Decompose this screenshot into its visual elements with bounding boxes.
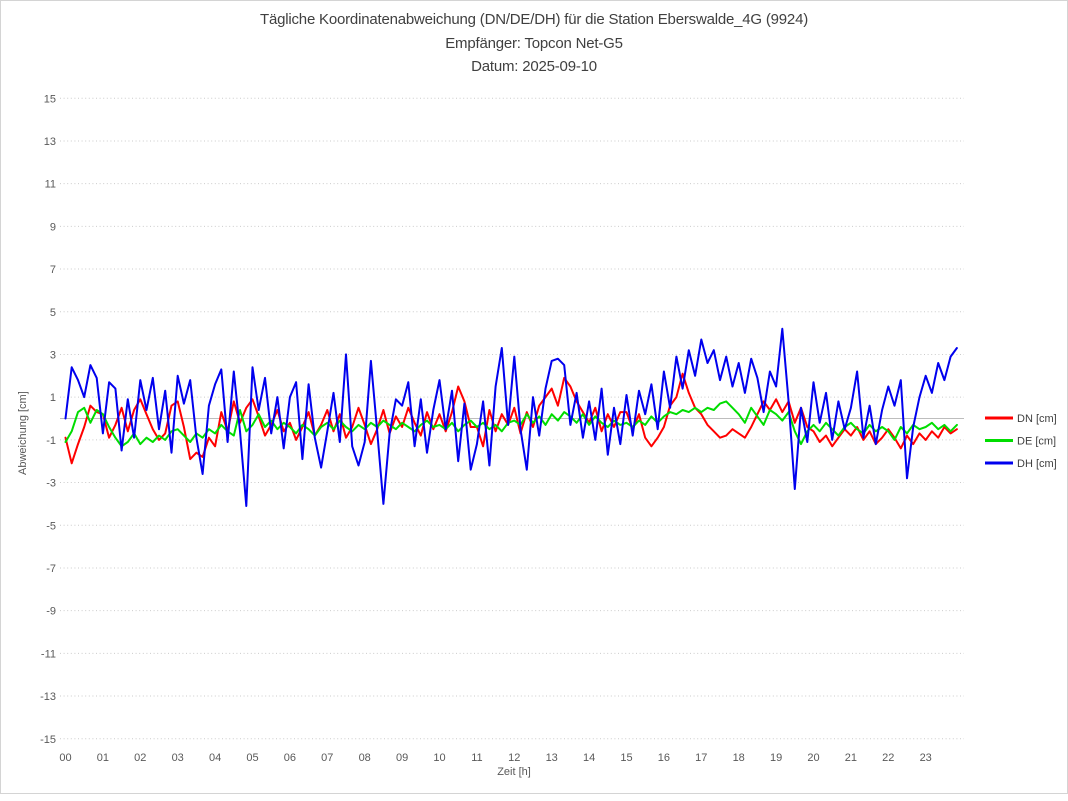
x-tick-label: 23 — [920, 752, 932, 764]
y-tick-label: 15 — [44, 93, 56, 105]
x-tick-label: 08 — [359, 752, 371, 764]
legend-label-de: DE [cm] — [1017, 436, 1056, 448]
x-tick-label: 03 — [172, 752, 184, 764]
x-tick-label: 05 — [246, 752, 258, 764]
x-tick-label: 21 — [845, 752, 857, 764]
x-tick-label: 01 — [97, 752, 109, 764]
x-tick-label: 15 — [620, 752, 632, 764]
legend-label-dh: DH [cm] — [1017, 458, 1057, 470]
chart-subtitle-receiver: Empfänger: Topcon Net-G5 — [445, 35, 623, 52]
x-tick-label: 18 — [733, 752, 745, 764]
y-tick-label: 7 — [50, 264, 56, 276]
y-tick-label: -3 — [46, 478, 56, 490]
y-tick-label: -7 — [46, 563, 56, 575]
x-tick-label: 02 — [134, 752, 146, 764]
y-tick-label: 11 — [45, 179, 56, 191]
x-tick-label: 20 — [807, 752, 819, 764]
y-tick-label: -15 — [40, 734, 56, 746]
x-tick-label: 16 — [658, 752, 670, 764]
x-tick-label: 12 — [508, 752, 520, 764]
x-tick-label: 09 — [396, 752, 408, 764]
y-tick-label: -1 — [46, 435, 56, 447]
y-tick-label: 9 — [50, 221, 56, 233]
x-tick-label: 14 — [583, 752, 595, 764]
x-tick-label: 04 — [209, 752, 221, 764]
y-tick-label: 1 — [50, 392, 56, 404]
series-line-dh — [64, 327, 958, 507]
y-tick-label: -9 — [46, 606, 56, 618]
x-tick-label: 13 — [546, 752, 558, 764]
y-tick-label: 3 — [50, 349, 56, 361]
x-tick-label: 00 — [59, 752, 71, 764]
x-tick-label: 10 — [433, 752, 445, 764]
x-tick-label: 22 — [882, 752, 894, 764]
x-tick-label: 11 — [471, 752, 482, 764]
y-tick-label: -11 — [41, 648, 56, 660]
x-tick-label: 07 — [321, 752, 333, 764]
x-tick-label: 19 — [770, 752, 782, 764]
y-tick-label: -13 — [40, 691, 56, 703]
x-tick-label: 06 — [284, 752, 296, 764]
x-tick-label: 17 — [695, 752, 707, 764]
legend-label-dn: DN [cm] — [1017, 413, 1057, 425]
y-tick-label: -5 — [46, 520, 56, 532]
chart-subtitle-date: Datum: 2025-09-10 — [471, 58, 597, 75]
x-axis-title: Zeit [h] — [497, 766, 531, 778]
y-tick-label: 5 — [50, 307, 56, 319]
y-tick-label: 13 — [44, 136, 56, 148]
chart-title: Tägliche Koordinatenabweichung (DN/DE/DH… — [259, 11, 809, 28]
